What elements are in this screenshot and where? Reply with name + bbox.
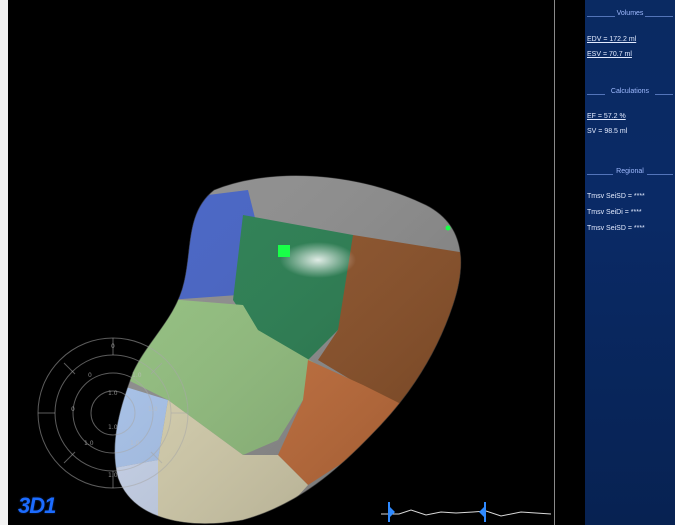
regional-value-3: Tmsv SeiSD = **** <box>587 225 645 232</box>
app-logo: 3D1 <box>18 493 56 518</box>
regional-value-1: Tmsv SeiSD = **** <box>587 193 645 200</box>
svg-text:0: 0 <box>88 372 92 379</box>
svg-text:0: 0 <box>71 406 75 413</box>
svg-text:1.0: 1.0 <box>84 440 94 447</box>
viewport-divider <box>554 0 555 525</box>
edv-value[interactable]: EDV = 172.2 ml <box>587 36 637 43</box>
marker-icon[interactable] <box>479 502 486 522</box>
measurements-panel: Volumes EDV = 172.2 ml ESV = 70.7 ml Cal… <box>585 0 675 525</box>
selection-marker <box>278 245 290 257</box>
left-edge-strip <box>0 0 8 525</box>
svg-text:1.0: 1.0 <box>108 390 118 397</box>
sv-value: SV = 98.5 ml <box>587 128 628 135</box>
svg-text:1.0: 1.0 <box>108 424 118 431</box>
svg-text:1.0: 1.0 <box>148 406 158 413</box>
svg-text:0: 0 <box>111 343 115 350</box>
ventricle-3d-model[interactable] <box>8 0 585 525</box>
ecg-waveform[interactable] <box>381 492 551 525</box>
regional-value-2: Tmsv SeiDi = **** <box>587 209 642 216</box>
volumes-header: Volumes <box>587 10 673 22</box>
edge-marker <box>445 225 451 231</box>
esv-value[interactable]: ESV = 70.7 ml <box>587 51 632 58</box>
calculations-header: Calculations <box>587 88 673 100</box>
specular-highlight <box>280 242 356 278</box>
svg-text:1.0: 1.0 <box>108 472 118 479</box>
regional-header: Regional <box>587 168 673 180</box>
marker-icon[interactable] <box>388 502 395 522</box>
svg-text:1.0: 1.0 <box>130 440 140 447</box>
svg-text:1.0: 1.0 <box>132 372 142 379</box>
ef-value[interactable]: EF = 57.2 % <box>587 113 626 120</box>
3d-viewport[interactable]: 0 0 1.0 0 1.0 1.0 1.0 1.0 1.0 1.0 <box>8 0 585 525</box>
bullseye-polar-map[interactable]: 0 0 1.0 0 1.0 1.0 1.0 1.0 1.0 1.0 <box>28 325 198 500</box>
